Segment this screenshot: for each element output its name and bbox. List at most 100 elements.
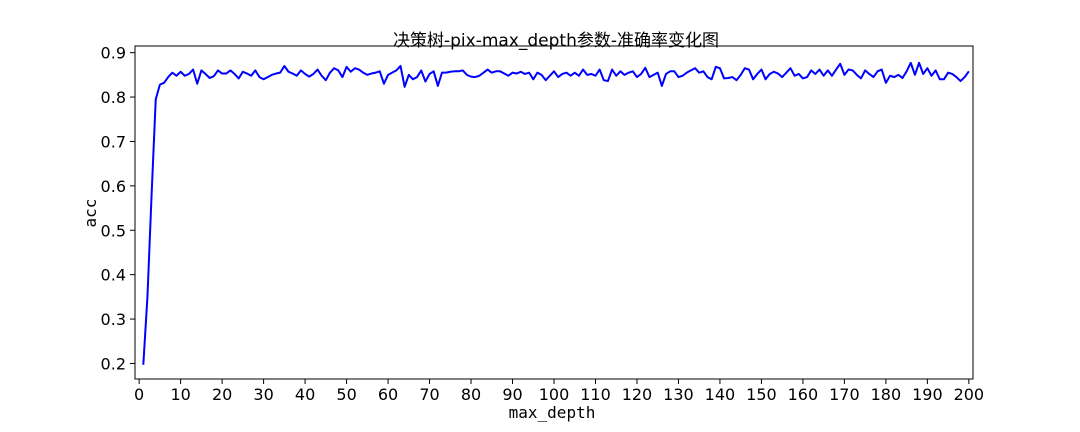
data-point xyxy=(740,74,742,76)
x-tick-label: 30 xyxy=(253,385,273,404)
data-point xyxy=(653,74,655,76)
data-point xyxy=(715,66,717,68)
data-point xyxy=(528,72,530,74)
data-point xyxy=(785,72,787,74)
x-tick-label: 170 xyxy=(829,385,860,404)
x-tick-label: 140 xyxy=(705,385,736,404)
data-point xyxy=(636,76,638,78)
x-tick-label: 0 xyxy=(134,385,144,404)
data-point xyxy=(512,72,514,74)
y-tick-label: 0.9 xyxy=(101,44,126,63)
data-point xyxy=(628,72,630,74)
data-point xyxy=(238,77,240,79)
data-point xyxy=(292,73,294,75)
data-point xyxy=(864,69,866,71)
chart-title: 决策树-pix-max_depth参数-准确率变化图 xyxy=(393,31,719,51)
data-point xyxy=(192,69,194,71)
data-point xyxy=(532,78,534,80)
x-tick-label: 50 xyxy=(336,385,356,404)
data-point xyxy=(624,74,626,76)
data-point xyxy=(358,69,360,71)
x-tick-label: 100 xyxy=(539,385,570,404)
data-point xyxy=(317,69,319,71)
data-point xyxy=(470,76,472,78)
data-point xyxy=(142,364,144,366)
y-tick-label: 0.2 xyxy=(101,354,126,373)
data-point xyxy=(159,84,161,86)
data-point xyxy=(632,70,634,72)
x-tick-label: 20 xyxy=(212,385,232,404)
data-point xyxy=(250,75,252,77)
data-point xyxy=(246,73,248,75)
data-point xyxy=(582,69,584,71)
data-point xyxy=(752,78,754,80)
data-point xyxy=(391,72,393,74)
data-point xyxy=(607,80,609,82)
data-point xyxy=(756,73,758,75)
data-point xyxy=(242,71,244,73)
data-point xyxy=(225,73,227,75)
data-point xyxy=(217,69,219,71)
data-point xyxy=(914,74,916,76)
data-point xyxy=(947,72,949,74)
data-point xyxy=(549,75,551,77)
data-point xyxy=(366,74,368,76)
data-point xyxy=(441,72,443,74)
data-point xyxy=(337,69,339,71)
data-point xyxy=(478,75,480,77)
data-point xyxy=(482,72,484,74)
data-point xyxy=(151,194,153,196)
data-point xyxy=(943,78,945,80)
data-point xyxy=(163,82,165,84)
data-point xyxy=(848,69,850,71)
data-point xyxy=(175,75,177,77)
data-point xyxy=(370,73,372,75)
data-point xyxy=(184,75,186,77)
data-point xyxy=(590,73,592,75)
data-point xyxy=(686,72,688,74)
plot-frame xyxy=(134,45,974,380)
data-point xyxy=(329,72,331,74)
data-point xyxy=(458,70,460,72)
data-point xyxy=(545,79,547,81)
data-point xyxy=(802,77,804,79)
data-point xyxy=(412,78,414,80)
data-point xyxy=(171,72,173,74)
data-point xyxy=(263,78,265,80)
data-point xyxy=(200,69,202,71)
data-point xyxy=(736,79,738,81)
data-point xyxy=(362,72,364,74)
x-tick-label: 90 xyxy=(502,385,522,404)
data-point xyxy=(611,69,613,71)
data-point xyxy=(387,74,389,76)
data-point xyxy=(839,63,841,65)
data-point xyxy=(254,69,256,71)
data-point xyxy=(503,73,505,75)
data-point xyxy=(594,75,596,77)
data-point xyxy=(835,69,837,71)
data-point xyxy=(279,72,281,74)
data-point xyxy=(831,75,833,77)
data-point xyxy=(404,86,406,88)
data-point xyxy=(408,74,410,76)
data-point xyxy=(769,73,771,75)
series-line-acc xyxy=(142,61,970,365)
data-point xyxy=(644,67,646,69)
data-point xyxy=(918,62,920,64)
data-point xyxy=(760,69,762,71)
x-tick-label: 80 xyxy=(461,385,481,404)
data-point xyxy=(661,85,663,87)
data-point xyxy=(682,75,684,77)
data-point xyxy=(673,70,675,72)
data-point xyxy=(433,70,435,72)
data-point xyxy=(205,73,207,75)
y-axis: 0.2 0.3 0.4 0.5 0.6 0.7 0.8 0.9 xyxy=(101,44,135,373)
x-tick-label: 40 xyxy=(295,385,315,404)
x-tick-label: 200 xyxy=(954,385,985,404)
data-point xyxy=(333,67,335,69)
data-point xyxy=(491,72,493,74)
data-point xyxy=(893,76,895,78)
data-point xyxy=(640,73,642,75)
data-point xyxy=(707,76,709,78)
